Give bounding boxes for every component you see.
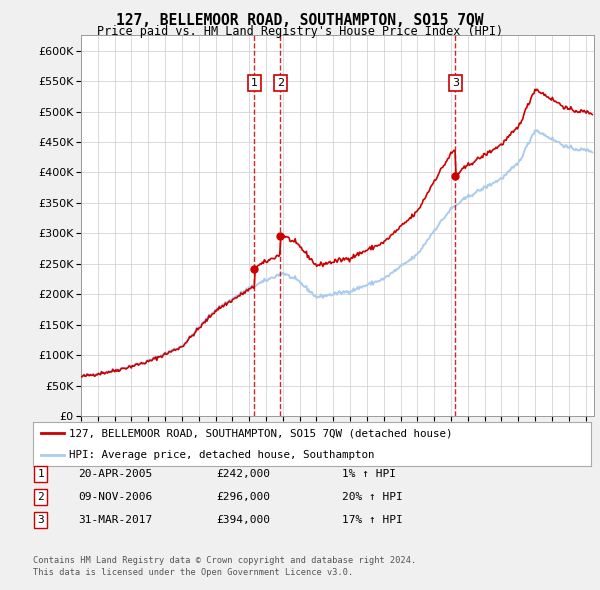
Text: 2: 2 [277,78,284,88]
Text: 1% ↑ HPI: 1% ↑ HPI [342,469,396,478]
Text: 2: 2 [37,492,44,502]
Text: 1: 1 [37,469,44,478]
Text: 3: 3 [37,516,44,525]
Text: £242,000: £242,000 [216,469,270,478]
Text: HPI: Average price, detached house, Southampton: HPI: Average price, detached house, Sout… [69,450,375,460]
Text: 127, BELLEMOOR ROAD, SOUTHAMPTON, SO15 7QW (detached house): 127, BELLEMOOR ROAD, SOUTHAMPTON, SO15 7… [69,428,453,438]
Text: 17% ↑ HPI: 17% ↑ HPI [342,516,403,525]
Text: Price paid vs. HM Land Registry's House Price Index (HPI): Price paid vs. HM Land Registry's House … [97,25,503,38]
Text: 3: 3 [452,78,459,88]
Text: £296,000: £296,000 [216,492,270,502]
Text: 31-MAR-2017: 31-MAR-2017 [78,516,152,525]
Text: Contains HM Land Registry data © Crown copyright and database right 2024.: Contains HM Land Registry data © Crown c… [33,556,416,565]
Text: 09-NOV-2006: 09-NOV-2006 [78,492,152,502]
Text: This data is licensed under the Open Government Licence v3.0.: This data is licensed under the Open Gov… [33,568,353,577]
Text: 127, BELLEMOOR ROAD, SOUTHAMPTON, SO15 7QW: 127, BELLEMOOR ROAD, SOUTHAMPTON, SO15 7… [116,13,484,28]
Text: 1: 1 [251,78,258,88]
Text: 20-APR-2005: 20-APR-2005 [78,469,152,478]
Text: 20% ↑ HPI: 20% ↑ HPI [342,492,403,502]
Text: £394,000: £394,000 [216,516,270,525]
